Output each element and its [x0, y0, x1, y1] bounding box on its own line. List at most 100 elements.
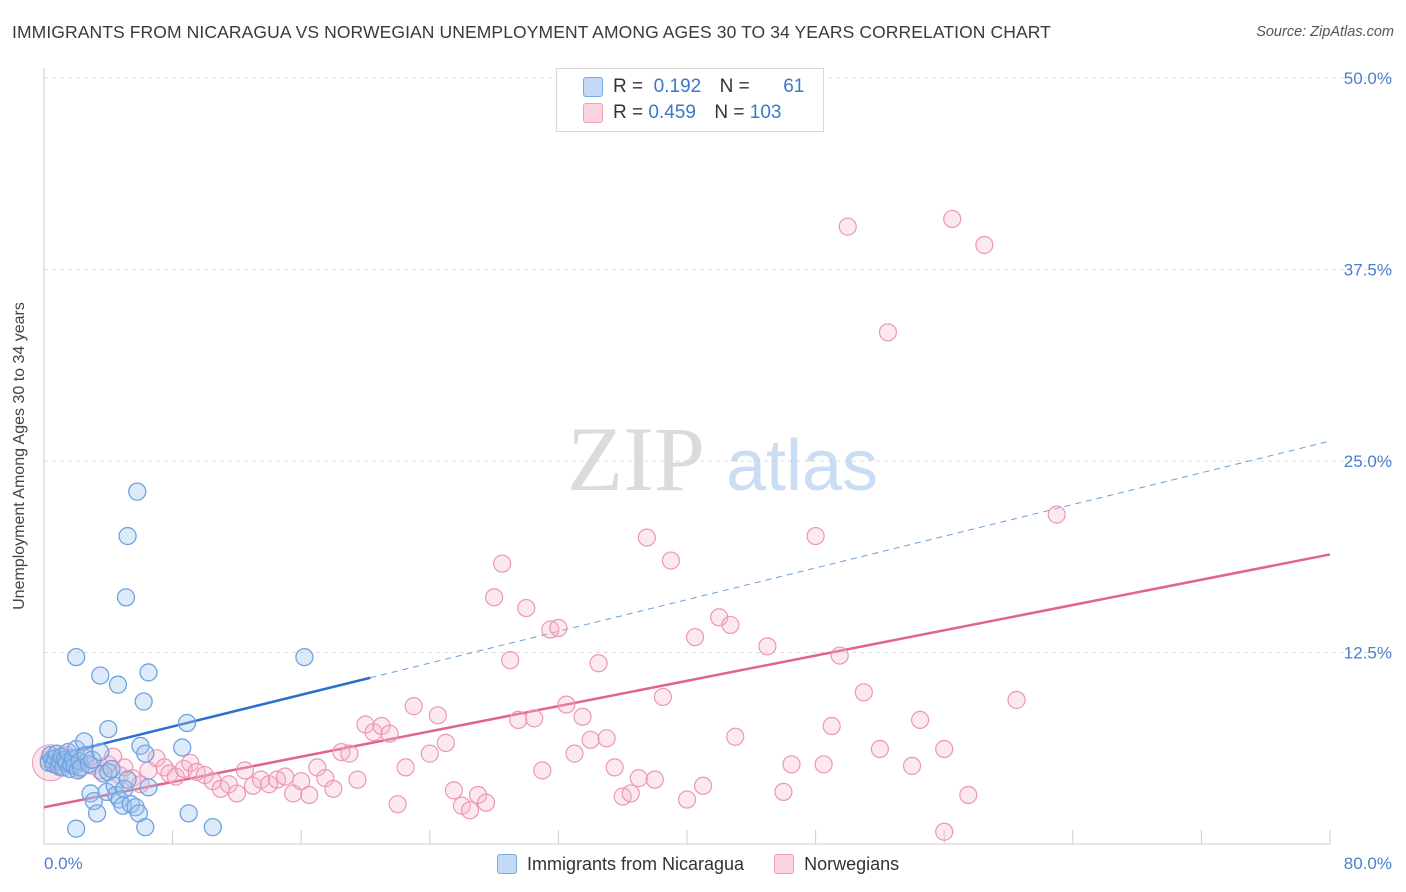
- norwegians-point: [677, 790, 697, 809]
- nicaragua-point: [67, 819, 86, 838]
- norwegians-point: [436, 733, 455, 752]
- nicaragua-point: [99, 719, 118, 739]
- norwegians-point: [557, 695, 576, 714]
- norwegians-point: [573, 707, 592, 726]
- norwegians-point: [935, 739, 954, 759]
- norwegians-point: [509, 710, 528, 730]
- legend-item-norwegians: Norwegians: [774, 854, 899, 875]
- norwegians-point: [292, 772, 311, 791]
- norwegians-point: [181, 753, 200, 772]
- norwegians-point: [782, 755, 801, 774]
- y-tick-label: 12.5%: [1344, 644, 1392, 663]
- norwegians-point: [227, 784, 246, 803]
- norwegians-point: [685, 628, 705, 647]
- legend-row-norwegians: R = 0.459 N = 103: [583, 101, 794, 125]
- nicaragua-point: [87, 804, 107, 823]
- nicaragua-point: [67, 647, 86, 667]
- nicaragua-point: [139, 778, 158, 797]
- r-label: R =: [613, 76, 644, 97]
- norwegians-point: [653, 687, 672, 707]
- n-label: N =: [714, 102, 745, 123]
- nicaragua-point: [203, 817, 222, 837]
- nicaragua-point: [75, 732, 94, 751]
- nicaragua-point: [118, 526, 137, 546]
- norwegians-point: [975, 235, 994, 255]
- norwegians-point: [814, 755, 833, 774]
- norwegians-point: [324, 779, 343, 798]
- r-label: R =: [613, 102, 644, 123]
- norwegians-point: [902, 756, 922, 775]
- nicaragua-point: [134, 692, 153, 711]
- norwegians-point: [581, 730, 600, 749]
- norwegians-point: [854, 683, 873, 702]
- norwegians-point: [404, 697, 423, 716]
- norwegians-point: [300, 785, 319, 805]
- norwegians-point: [830, 646, 849, 665]
- norwegians-point: [758, 637, 777, 656]
- norwegians-point: [629, 769, 648, 788]
- grid-lines: [44, 77, 1392, 653]
- norwegians-point: [597, 729, 616, 748]
- blue-swatch: [497, 854, 517, 874]
- y-tick-label: 25.0%: [1344, 452, 1392, 471]
- norwegians-point: [774, 782, 793, 802]
- norwegians-point: [637, 528, 656, 547]
- norwegians-point: [476, 793, 496, 812]
- nicaragua-point: [108, 675, 128, 694]
- norwegians-point: [822, 716, 841, 736]
- nicaragua-points: [39, 482, 314, 838]
- norwegians-point: [396, 758, 415, 777]
- x-tick-label: 80.0%: [1344, 854, 1392, 873]
- norwegians-point: [605, 758, 624, 777]
- norwegians-point: [1007, 690, 1026, 710]
- nicaragua-point: [128, 482, 147, 501]
- norwegians-point: [726, 727, 745, 746]
- axes: [43, 68, 1331, 845]
- nicaragua-point: [179, 804, 198, 823]
- correlation-legend: R = 0.192 N = 61 R = 0.459 N = 103: [556, 68, 824, 132]
- norwegians-point: [501, 651, 520, 670]
- norwegians-point: [959, 785, 978, 805]
- norwegians-point: [549, 618, 568, 638]
- watermark-atlas: atlas: [726, 426, 878, 506]
- norwegians-point: [340, 744, 359, 763]
- nicaragua-point: [116, 588, 136, 607]
- nicaragua-point: [177, 713, 197, 733]
- norwegians-point: [721, 615, 740, 635]
- norwegians-point: [693, 776, 713, 795]
- norwegians-point: [444, 781, 464, 800]
- nicaragua-trend-line: [43, 676, 371, 760]
- legend-label: Immigrants from Nicaragua: [527, 853, 745, 874]
- watermark: ZIP atlas: [567, 408, 878, 510]
- legend-item-nicaragua: Immigrants from Nicaragua: [497, 854, 744, 875]
- r-value: 0.192: [653, 76, 702, 97]
- n-value: 61: [783, 76, 805, 97]
- norwegians-point: [428, 706, 447, 725]
- norwegians-point: [525, 709, 544, 728]
- norwegians-point: [838, 217, 857, 236]
- nicaragua-point: [139, 663, 158, 682]
- norwegians-point: [388, 795, 407, 814]
- x-tick-label: 0.0%: [44, 854, 83, 873]
- nicaragua-point: [118, 770, 137, 789]
- norwegians-point: [910, 710, 930, 730]
- norwegians-point: [661, 551, 681, 570]
- norwegians-point: [806, 526, 825, 546]
- r-value: 0.459: [648, 102, 696, 123]
- norwegians-point: [943, 209, 962, 229]
- norwegians-point: [493, 554, 512, 573]
- y-tick-label: 50.0%: [1344, 69, 1392, 88]
- legend-row-nicaragua: R = 0.192 N = 61: [583, 75, 804, 99]
- nicaragua-point: [136, 817, 155, 837]
- norwegians-point: [1047, 505, 1066, 524]
- norwegians-trend-line: [43, 553, 1331, 809]
- norwegians-point: [485, 588, 504, 607]
- nicaragua-point: [91, 742, 110, 762]
- blue-swatch: [583, 77, 603, 97]
- norwegians-points: [31, 209, 1066, 841]
- norwegians-point: [348, 770, 367, 789]
- y-tick-label: 37.5%: [1344, 261, 1392, 280]
- norwegians-point: [870, 739, 890, 759]
- norwegians-point: [420, 744, 439, 763]
